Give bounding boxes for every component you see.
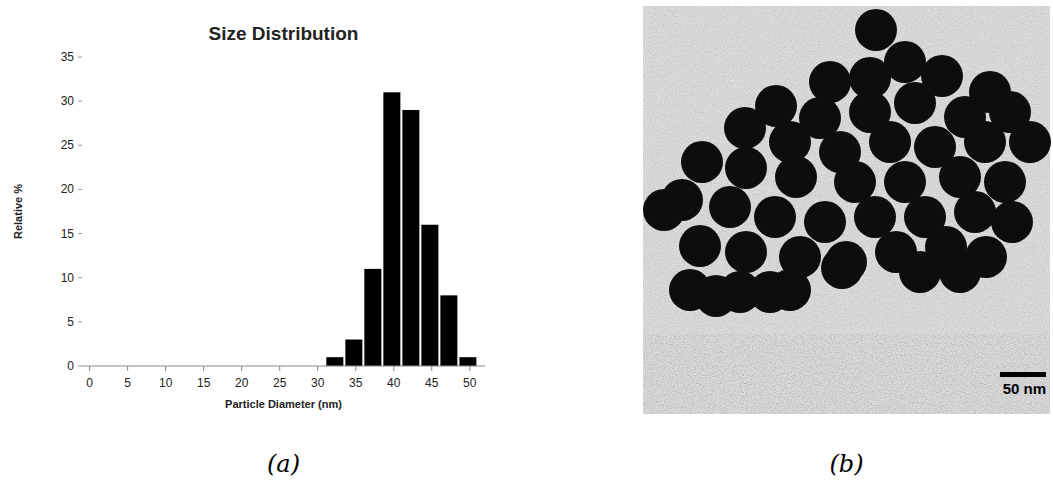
nanoparticle <box>899 251 941 293</box>
x-tick-label: 15 <box>197 376 211 390</box>
nanoparticle <box>821 247 863 289</box>
x-tick <box>355 366 356 371</box>
x-axis-title: Particle Diameter (nm) <box>225 398 342 410</box>
y-axis-title: Relative % <box>12 184 24 239</box>
y-tick-label: 10 <box>61 271 75 285</box>
x-tick <box>203 366 204 371</box>
bar <box>345 340 362 366</box>
scale-bar <box>1000 372 1046 377</box>
x-tick <box>469 366 470 371</box>
y-tick-label: 0 <box>67 359 74 373</box>
x-tick <box>241 366 242 371</box>
y-tick <box>78 101 82 102</box>
x-tick-label: 50 <box>463 376 477 390</box>
y-tick-label: 5 <box>67 315 74 329</box>
nanoparticle <box>809 61 851 103</box>
y-tick <box>78 366 82 367</box>
nanoparticle <box>804 201 846 243</box>
bars <box>326 92 476 366</box>
nanoparticle <box>695 275 737 317</box>
x-tick-label: 30 <box>311 376 325 390</box>
bar <box>459 357 476 366</box>
nanoparticle <box>1009 121 1051 163</box>
x-tick <box>127 366 128 371</box>
x-tick <box>89 366 90 371</box>
nanoparticle <box>855 9 897 51</box>
nanoparticle <box>991 201 1033 243</box>
nanoparticle <box>984 161 1026 203</box>
chart-title: Size Distribution <box>209 23 359 44</box>
nanoparticle <box>724 107 766 149</box>
x-tick-label: 40 <box>387 376 401 390</box>
x-tick-label: 20 <box>235 376 249 390</box>
figure: Size Distribution 0 5 10 15 20 25 30 35 0 5 10 15 20 2… <box>0 0 1053 494</box>
nanoparticle <box>643 189 685 231</box>
x-tick-label: 5 <box>124 376 131 390</box>
y-tick-label: 15 <box>61 227 75 241</box>
y-tick-label: 25 <box>61 138 75 152</box>
x-tick <box>317 366 318 371</box>
x-tick <box>165 366 166 371</box>
nanoparticle <box>725 147 767 189</box>
micrograph: 50 nm <box>643 6 1051 414</box>
y-tick-label: 20 <box>61 182 75 196</box>
y-tick <box>78 145 82 146</box>
y-tick <box>78 321 82 322</box>
scale-bar-label: 50 nm <box>1003 380 1046 397</box>
nanoparticle <box>894 82 936 124</box>
nanoparticle <box>939 251 981 293</box>
nanoparticle <box>679 225 721 267</box>
x-tick <box>431 366 432 371</box>
x-tick <box>393 366 394 371</box>
nanoparticle <box>749 271 791 313</box>
nanoparticle <box>754 196 796 238</box>
panel-caption: (b) <box>829 450 863 478</box>
nanoparticle <box>964 121 1006 163</box>
y-tick <box>78 233 82 234</box>
bar <box>383 92 400 366</box>
bar <box>326 357 343 366</box>
nanoparticle <box>869 121 911 163</box>
image-noise <box>643 6 1050 414</box>
y-tick <box>78 277 82 278</box>
x-tick-label: 10 <box>159 376 173 390</box>
nanoparticle <box>725 231 767 273</box>
bar <box>440 295 457 366</box>
bar <box>402 110 419 366</box>
x-tick <box>279 366 280 371</box>
image-background <box>643 6 1050 414</box>
nanoparticle <box>709 186 751 228</box>
nanoparticle <box>775 156 817 198</box>
y-tick <box>78 189 82 190</box>
bar <box>421 225 438 366</box>
nanoparticle <box>954 191 996 233</box>
panel-caption: (a) <box>267 450 300 478</box>
nanoparticle <box>854 196 896 238</box>
y-tick-label: 30 <box>61 94 75 108</box>
x-tick-label: 25 <box>273 376 287 390</box>
x-axis <box>82 366 485 367</box>
nanoparticle <box>769 121 811 163</box>
y-tick-label: 35 <box>61 50 75 64</box>
x-tick-label: 0 <box>86 376 93 390</box>
nanoparticle <box>681 141 723 183</box>
y-tick <box>78 57 82 58</box>
bar <box>364 269 381 366</box>
x-tick-label: 35 <box>349 376 363 390</box>
x-tick-label: 45 <box>425 376 439 390</box>
